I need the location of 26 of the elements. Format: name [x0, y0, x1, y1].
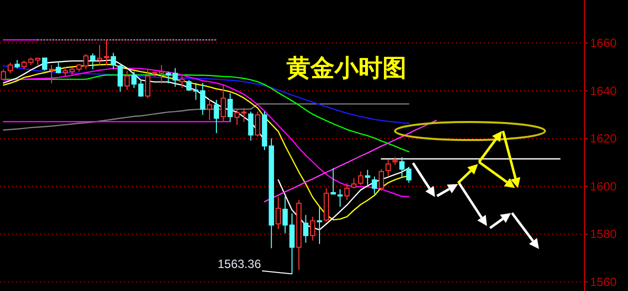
y-tick-label: 1640	[590, 84, 618, 98]
candlestick	[310, 216, 316, 242]
line-series	[264, 120, 437, 202]
y-tick-label: 1620	[590, 132, 618, 146]
candlestick	[296, 199, 302, 270]
candlestick	[337, 188, 343, 208]
candlestick	[179, 75, 185, 88]
candlestick	[234, 108, 240, 126]
candlestick	[214, 99, 220, 134]
candlestick	[104, 39, 110, 66]
candlestick	[303, 214, 308, 244]
y-tick-label: 1560	[590, 274, 618, 289]
candlestick	[268, 138, 274, 249]
text: 黄金小时图	[285, 54, 406, 82]
candlestick	[48, 64, 54, 84]
candlestick	[228, 92, 233, 122]
candlestick	[316, 206, 322, 244]
candlestick	[96, 44, 102, 66]
y-tick-label: 1660	[590, 36, 618, 50]
candlestick	[206, 98, 212, 120]
candlestick	[220, 84, 226, 122]
y-tick-label: 1580	[590, 227, 618, 242]
candlestick	[364, 169, 370, 186]
annotation: 1563.36	[218, 256, 262, 271]
candlestick	[392, 156, 398, 166]
y-tick-label: 1600	[590, 179, 618, 194]
